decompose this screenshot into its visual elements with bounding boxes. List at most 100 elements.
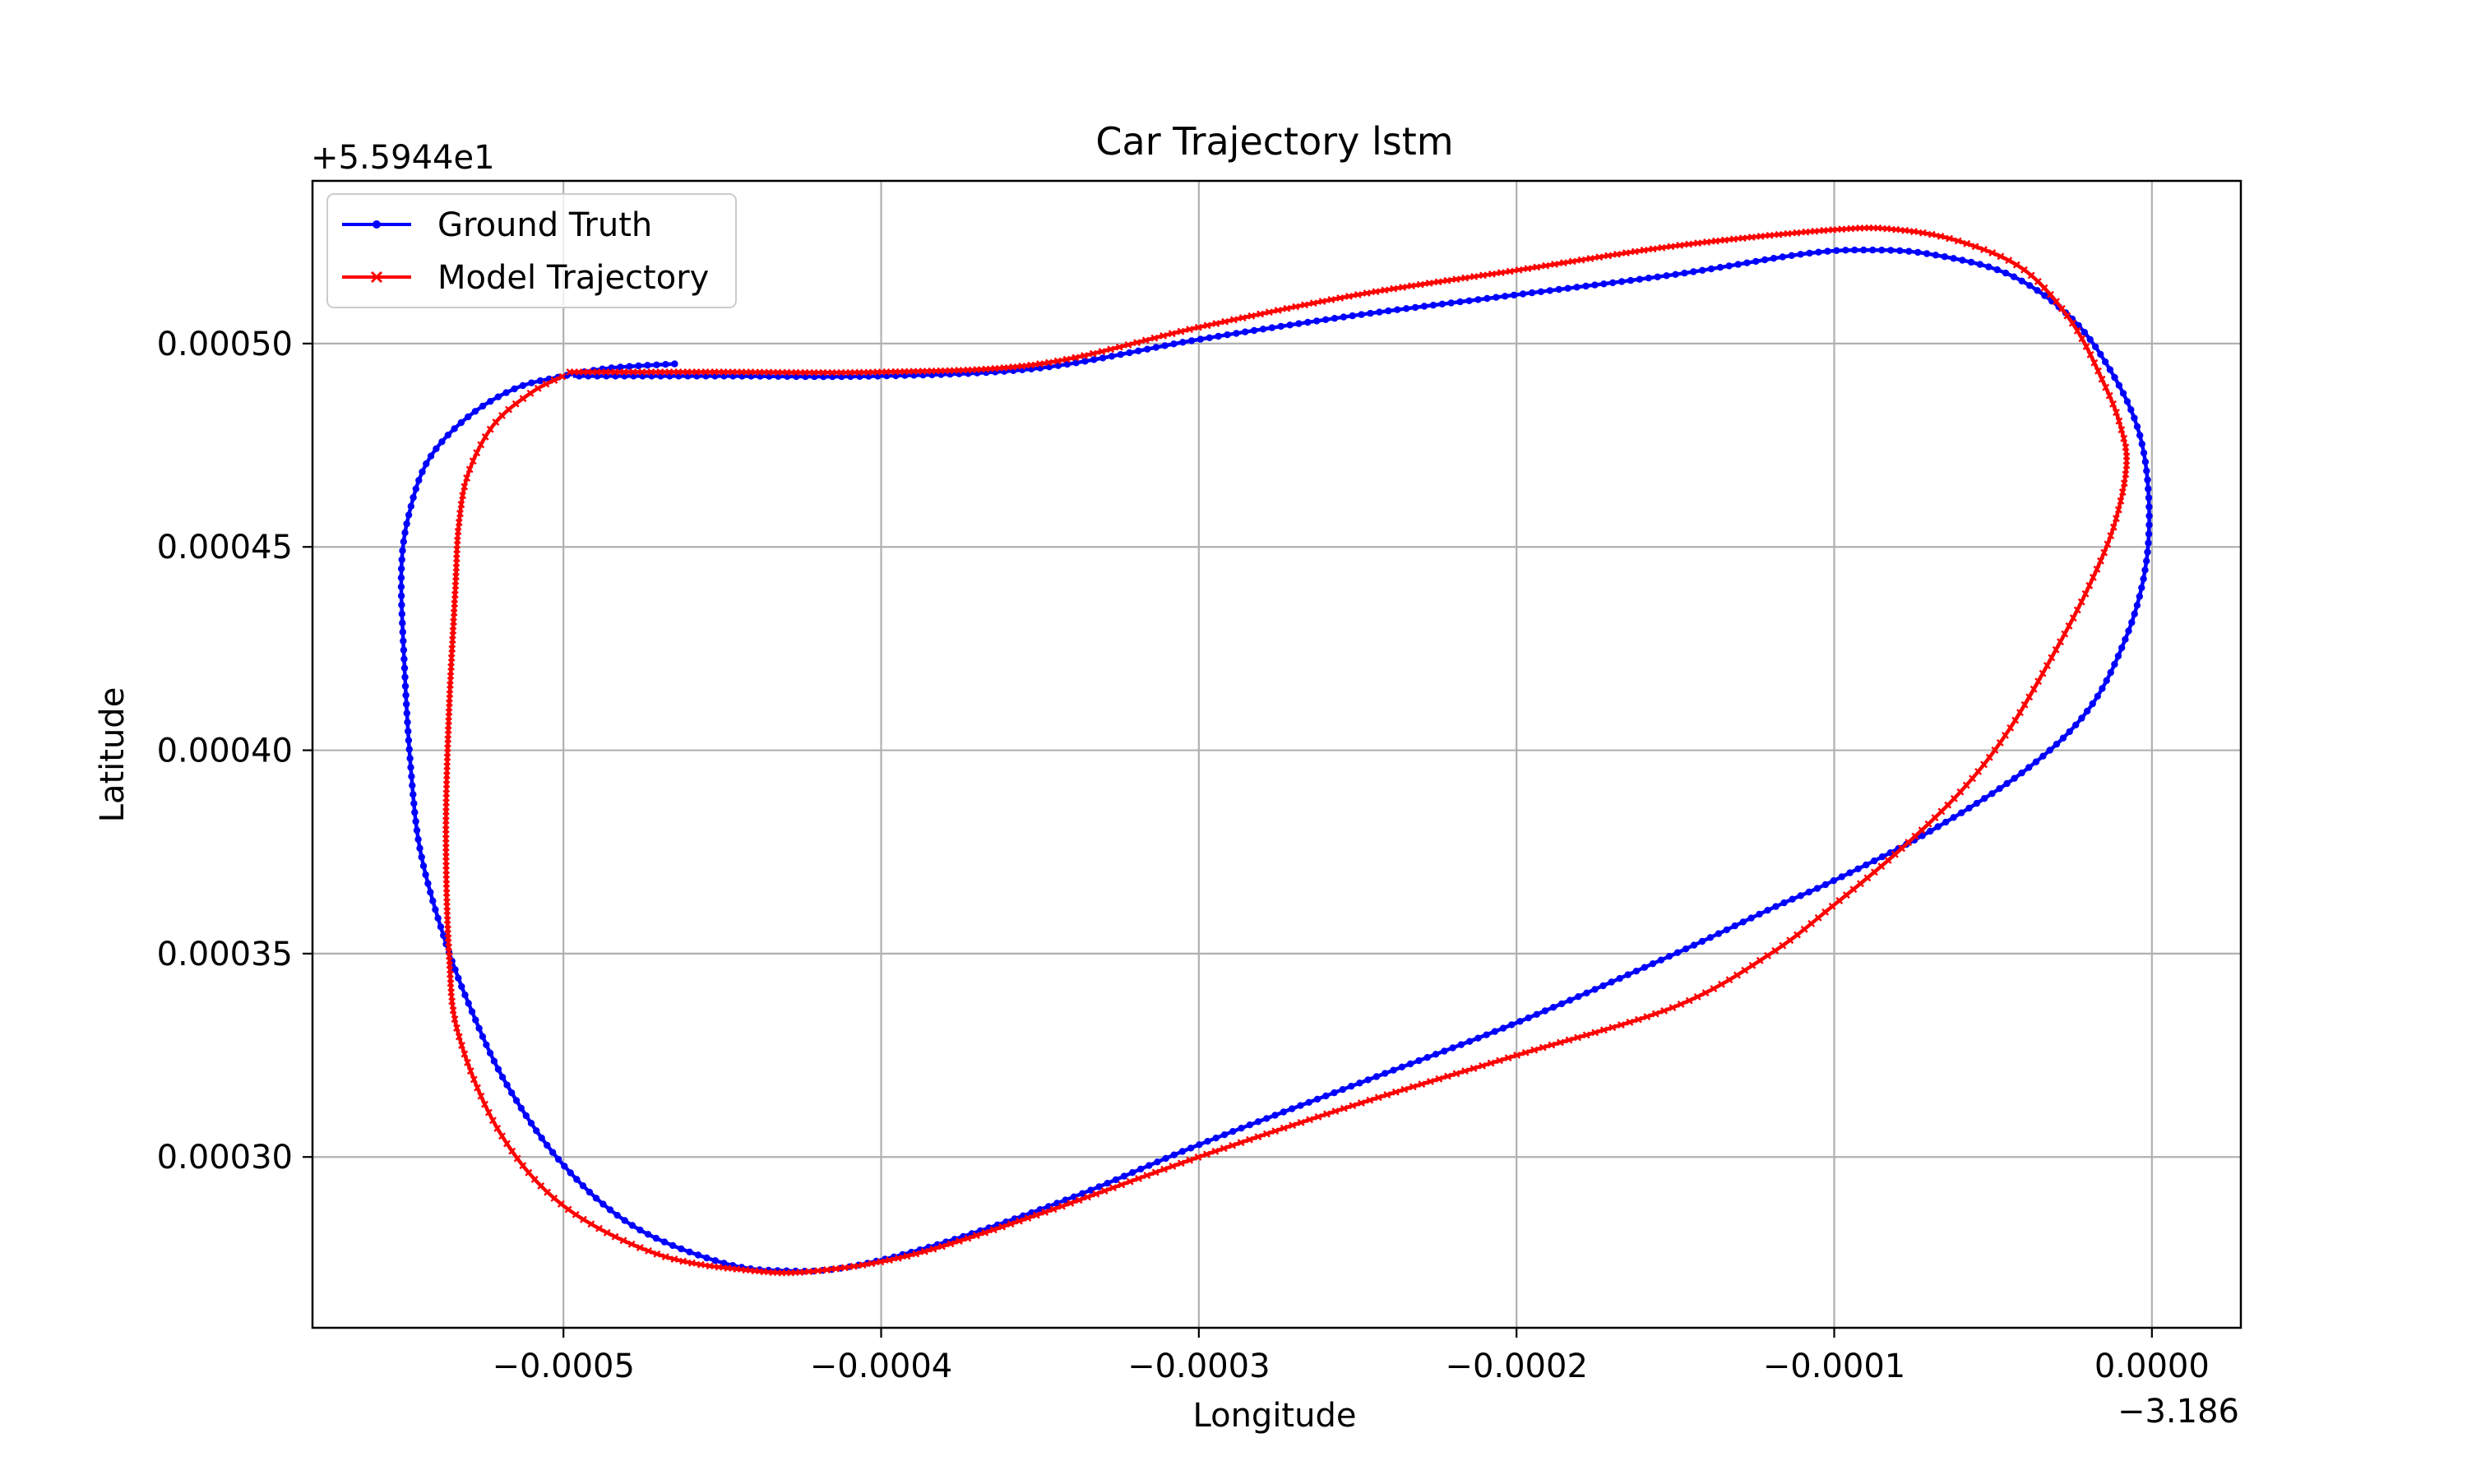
data-point (1246, 1135, 1253, 1144)
data-point (1062, 1196, 1069, 1204)
data-point (1988, 249, 1997, 257)
data-point (2144, 548, 2151, 556)
data-point (410, 791, 417, 798)
data-point (674, 368, 683, 376)
data-point (1643, 1013, 1651, 1021)
data-point (1756, 910, 1763, 918)
data-point (2141, 458, 2150, 465)
data-point (1416, 280, 1424, 289)
data-point (2113, 409, 2120, 417)
data-point (1423, 1054, 1431, 1061)
data-point (701, 368, 710, 376)
data-point (443, 744, 451, 752)
data-point (2105, 391, 2113, 400)
data-point (1204, 1138, 1211, 1145)
data-point (1383, 1091, 1391, 1099)
data-point (2027, 271, 2035, 280)
data-point (2122, 636, 2129, 643)
data-point (1295, 320, 1303, 327)
data-point (2138, 440, 2145, 448)
data-point (1372, 1073, 1381, 1080)
data-point (1288, 1105, 1296, 1112)
data-point (2115, 417, 2123, 425)
data-point (981, 1228, 989, 1237)
data-point (1400, 1085, 1409, 1093)
data-point (1220, 1144, 1228, 1153)
data-point (461, 483, 469, 491)
data-point (1976, 261, 1983, 268)
data-point (2097, 557, 2104, 565)
data-point (972, 1232, 980, 1240)
data-point (2066, 728, 2073, 736)
data-point (1883, 224, 1891, 233)
data-point (443, 907, 451, 915)
data-point (602, 368, 610, 376)
data-point (508, 1147, 516, 1155)
data-point (502, 389, 510, 396)
data-point (783, 368, 791, 377)
data-point (964, 366, 972, 374)
data-point (1449, 1044, 1456, 1052)
data-point (1409, 1083, 1417, 1091)
data-point (2138, 584, 2145, 591)
data-point (628, 1222, 636, 1229)
data-point (1443, 276, 1451, 284)
data-point (2102, 358, 2109, 366)
data-point (627, 1240, 636, 1248)
data-point (998, 1223, 1007, 1231)
data-point (1927, 827, 1934, 835)
data-point (427, 452, 435, 460)
data-point (1516, 1018, 1524, 1025)
data-point (472, 1016, 479, 1024)
data-point (1331, 315, 1339, 322)
data-point (2145, 512, 2153, 520)
data-point (1521, 1048, 1530, 1056)
data-point (448, 645, 456, 653)
data-point (733, 1265, 741, 1274)
data-point (1556, 1038, 1564, 1047)
data-point (544, 1188, 552, 1196)
data-point (1793, 229, 1801, 237)
data-point (463, 474, 471, 482)
data-point (1541, 1007, 1549, 1015)
data-point (409, 782, 416, 789)
data-point (544, 1141, 551, 1149)
data-point (486, 1049, 494, 1057)
data-point (1452, 1070, 1460, 1078)
data-point (2109, 400, 2117, 408)
data-point (522, 1112, 530, 1120)
data-point (1869, 246, 1877, 254)
data-point (1257, 310, 1265, 318)
data-point (404, 719, 411, 726)
data-point (2144, 476, 2151, 483)
data-point (2073, 326, 2081, 335)
data-point (1470, 1065, 1478, 1072)
data-point (402, 691, 410, 699)
data-point (1283, 304, 1291, 312)
data-point (2140, 449, 2148, 457)
data-point (1716, 264, 1724, 271)
data-point (1265, 308, 1273, 317)
data-point (1390, 1066, 1397, 1074)
data-point (1092, 1190, 1100, 1198)
data-point (1349, 1102, 1357, 1110)
data-point (661, 1253, 669, 1261)
data-point (586, 1188, 594, 1196)
data-point (2012, 261, 2020, 269)
data-point (1748, 961, 1757, 969)
data-point (2090, 358, 2099, 367)
data-point (1247, 312, 1256, 320)
data-point (446, 690, 454, 698)
data-point (1985, 753, 1993, 761)
series-markers-model-trajectory (442, 224, 2131, 1277)
x-tick-label: 0.0000 (2094, 1348, 2210, 1385)
data-point (422, 871, 429, 879)
data-point (412, 485, 419, 492)
data-point (408, 773, 415, 780)
data-point (1871, 857, 1878, 865)
data-point (1496, 1056, 1504, 1065)
data-point (2086, 350, 2094, 358)
data-point (444, 934, 452, 942)
data-point (1154, 1158, 1161, 1166)
data-point (873, 368, 882, 377)
